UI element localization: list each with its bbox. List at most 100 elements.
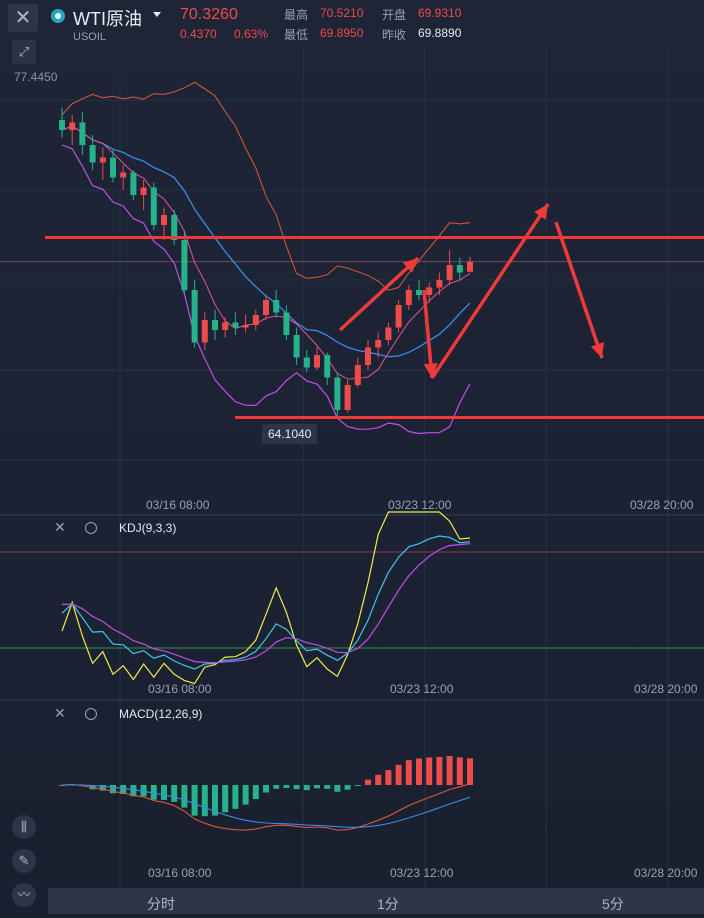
candle-body — [242, 325, 249, 328]
macd-bar — [99, 785, 106, 791]
gear-icon[interactable] — [85, 708, 97, 720]
symbol-name[interactable]: WTI原油 — [73, 9, 142, 29]
ma-fast-line — [61, 125, 471, 380]
indicator-button[interactable]: 〰 — [12, 883, 36, 907]
x-tick-3: 03/28 20:00 — [630, 498, 694, 512]
prev-close-label: 昨收 — [382, 28, 407, 42]
chart-grid — [0, 46, 704, 888]
candle-body — [375, 340, 382, 348]
draw-tool-button[interactable]: ✎ — [12, 849, 36, 873]
tab-5min[interactable]: 5分 — [602, 896, 624, 912]
candle-body — [405, 290, 412, 305]
arrow-up-2-shaft — [430, 203, 550, 379]
low-marker-label: 64.1040 — [262, 424, 318, 444]
macd-bar — [59, 785, 65, 786]
candle-body — [314, 355, 320, 368]
macd-bar — [446, 756, 453, 785]
candle-body — [59, 120, 65, 130]
macd-bar — [161, 785, 167, 800]
candle-body — [334, 377, 341, 410]
candle-body — [212, 320, 218, 330]
macd-bar — [467, 758, 473, 785]
macd-bar — [314, 785, 320, 789]
candle-body — [110, 157, 116, 178]
gear-icon[interactable] — [85, 522, 97, 534]
macd-bar — [375, 774, 382, 785]
arrow-down-1-head — [423, 363, 438, 378]
macd-bar — [242, 785, 249, 805]
macd-label: MACD(12,26,9) — [119, 707, 203, 721]
macd-bar — [416, 758, 422, 785]
high-marker-label: 77.4450 — [14, 70, 58, 84]
expand-icon: ⤢ — [18, 44, 30, 59]
candle-body — [354, 365, 361, 385]
high-value: 70.5210 — [320, 6, 364, 20]
kdj-d-line — [61, 543, 471, 664]
close-macd-icon[interactable]: ✕ — [54, 705, 66, 721]
candle-body — [283, 312, 290, 335]
candle-body — [385, 327, 392, 340]
kdj-x-tick-3: 03/28 20:00 — [634, 682, 698, 696]
candle-body — [181, 240, 188, 290]
candle-type-button[interactable]: ⫼ — [12, 815, 36, 839]
macd-bar — [222, 785, 229, 813]
close-icon: ✕ — [14, 7, 32, 29]
candle-body — [303, 357, 310, 368]
candle-body — [120, 172, 127, 178]
candle-body — [436, 280, 443, 288]
macd-bar — [303, 785, 310, 791]
tab-tick[interactable]: 分时 — [147, 896, 175, 912]
tab-1min[interactable]: 1分 — [377, 896, 399, 912]
bollinger-bands — [61, 81, 471, 435]
open-value: 69.9310 — [418, 6, 462, 20]
macd-bar — [395, 764, 402, 785]
macd-bar — [252, 785, 259, 800]
arrow-up-2-head — [534, 204, 548, 220]
macd-bar — [263, 785, 269, 793]
candle-body — [140, 187, 147, 195]
macd-bar — [191, 785, 198, 816]
open-label: 开盘 — [382, 8, 407, 22]
macd-plot — [59, 756, 473, 831]
symbol-code: USOIL — [73, 31, 107, 43]
macd-bar — [212, 785, 218, 816]
candle-body — [201, 320, 208, 343]
macd-x-tick-2: 03/23 12:00 — [390, 866, 454, 880]
macd-bar — [344, 785, 351, 790]
close-button[interactable]: ✕ — [8, 4, 38, 32]
arrow-up-1-head — [402, 258, 418, 273]
low-value: 69.8950 — [320, 26, 364, 40]
symbol-icon — [51, 9, 65, 23]
chevron-down-icon[interactable] — [153, 12, 161, 17]
timeframe-bar — [48, 888, 704, 914]
kdj-x-tick-2: 03/23 12:00 — [390, 682, 454, 696]
candle-body — [426, 287, 433, 295]
fullscreen-button[interactable]: ⤢ — [12, 40, 36, 64]
macd-bar — [385, 770, 392, 785]
macd-bar — [130, 785, 137, 797]
candle-body — [222, 322, 229, 330]
macd-x-tick-1: 03/16 08:00 — [148, 866, 212, 880]
candle-body — [161, 215, 167, 225]
candles — [59, 107, 473, 418]
close-kdj-icon[interactable]: ✕ — [54, 519, 66, 535]
arrow-down-1-shaft — [422, 289, 434, 379]
candle-body — [293, 335, 300, 358]
kdj-j-line — [61, 511, 471, 685]
macd-bar — [354, 785, 361, 786]
kdj-lines — [0, 511, 704, 685]
candle-body — [344, 385, 351, 410]
candle-body — [99, 157, 106, 163]
macd-dea-line — [61, 784, 471, 828]
macd-bar — [110, 785, 116, 794]
price-change: 0.4370 — [180, 27, 217, 41]
macd-bar — [405, 760, 412, 785]
arrow-down-2-shaft — [554, 221, 604, 359]
candle-body — [324, 355, 331, 378]
price-change-pct: 0.63% — [234, 27, 269, 41]
macd-bar — [140, 785, 147, 797]
macd-dif-line — [61, 783, 471, 831]
candle-body — [171, 215, 178, 240]
